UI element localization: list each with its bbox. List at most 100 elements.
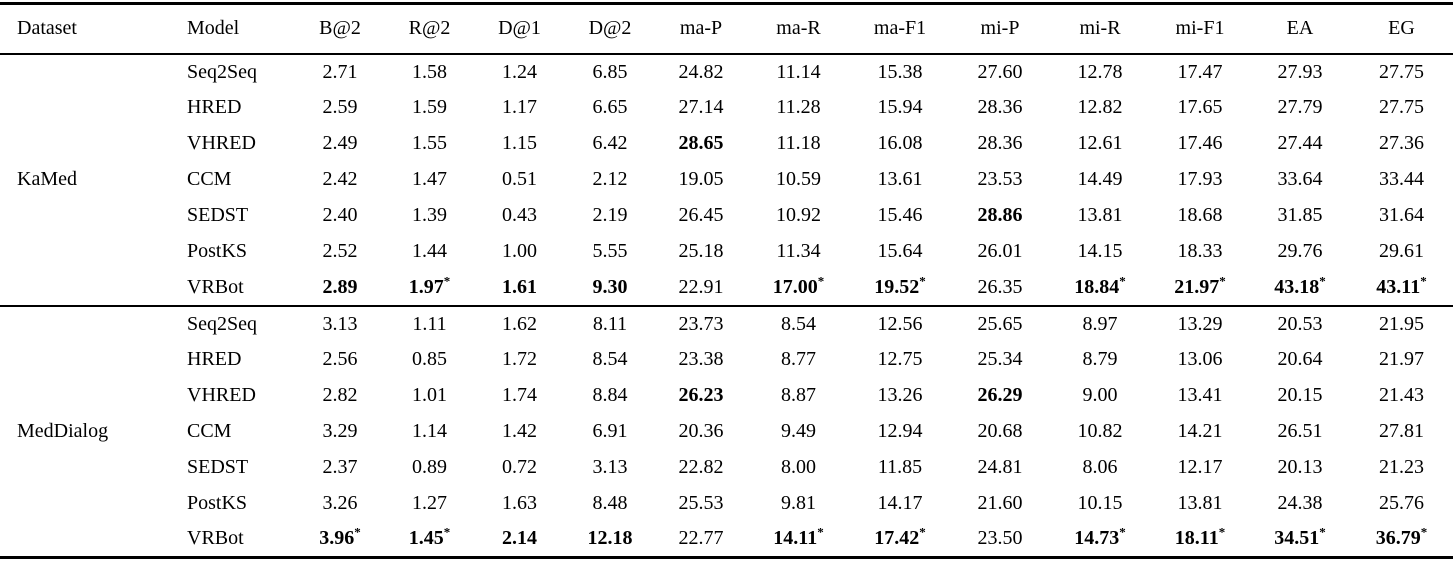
metric-cell: 27.93 [1277, 60, 1323, 83]
metric-cell: 1.44 [412, 240, 447, 262]
table-body: KaMed Seq2Seq 2.71 1.58 1.24 6.85 24.82 11.14 15… [0, 54, 1453, 558]
metric-cell: 26.23 [678, 384, 724, 406]
metric-cell: 27.60 [977, 60, 1023, 83]
metric-cell: 14.15 [1077, 240, 1123, 262]
significance-star: * [919, 272, 926, 288]
metric-cell: 18.84* [1074, 272, 1126, 298]
metric-cell: 20.53 [1250, 304, 1350, 342]
metric-cell: 20.36 [678, 420, 724, 442]
metric-cell: 12.17 [1177, 456, 1223, 478]
table-row: VHRED 2.49 1.55 1.15 6.42 28.65 11.18 16.08 28.3… [0, 126, 1453, 162]
metric-cell: 31.85 [1277, 204, 1323, 226]
metric-cell: 26.51 [1277, 420, 1323, 442]
metric-cell: 21.23 [1379, 456, 1424, 478]
metric-cell: 0.72 [502, 456, 537, 478]
column-header-mi-r: mi-R [1050, 3, 1150, 55]
metric-cell: 22.91 [678, 275, 724, 298]
metric-cell: 8.84 [592, 384, 628, 406]
metric-cell: 24.81 [977, 456, 1023, 478]
metric-cell: 12.78 [1077, 60, 1123, 83]
metric-cell: 21.97* [1174, 272, 1226, 298]
metric-cell: 18.11* [1174, 524, 1226, 550]
metric-cell: 23.73 [655, 304, 747, 342]
header-row: Dataset Model B@2 R@2 D@1 D@2 ma-P ma-R ma-F1 mi-… [0, 3, 1453, 55]
metric-cell: 33.64 [1277, 168, 1323, 190]
metric-cell: 8.97 [1050, 304, 1150, 342]
model-label: PostKS [187, 492, 248, 514]
metric-cell: 1.47 [412, 168, 447, 190]
metric-cell: 13.41 [1177, 384, 1223, 406]
metric-cell: 8.00 [781, 456, 816, 478]
metric-cell: 1.97* [408, 272, 451, 298]
dataset-label: MedDialog [0, 304, 170, 558]
metric-cell: 25.76 [1379, 492, 1424, 514]
column-header-r-2: R@2 [385, 3, 474, 55]
metric-cell: 12.61 [1077, 132, 1123, 154]
metric-cell: 20.13 [1277, 456, 1323, 478]
metric-cell: 29.76 [1277, 240, 1323, 262]
metric-cell: 8.79 [1082, 348, 1118, 370]
metric-cell: 13.81 [1177, 492, 1223, 514]
metric-cell: 15.38 [877, 60, 923, 83]
metric-cell: 17.00* [772, 272, 825, 298]
significance-star: * [1420, 272, 1427, 288]
significance-star: * [1319, 272, 1326, 288]
metric-cell: 6.42 [592, 132, 628, 154]
metric-cell: 8.06 [1082, 456, 1118, 478]
metric-cell: 2.37 [322, 456, 358, 478]
table-row: HRED 2.59 1.59 1.17 6.65 27.14 11.28 15.94 28.36… [0, 90, 1453, 126]
metric-cell: 6.85 [592, 60, 628, 83]
metric-cell: 1.00 [502, 240, 537, 262]
metric-cell: 6.91 [592, 420, 628, 442]
metric-cell: 2.49 [322, 132, 358, 154]
metric-cell: 23.38 [678, 348, 724, 370]
metric-cell: 1.59 [412, 96, 447, 118]
model-label: VHRED [187, 384, 256, 406]
metric-cell: 43.18* [1274, 272, 1326, 298]
metric-cell: 0.51 [502, 168, 537, 190]
metric-cell: 34.51* [1274, 524, 1326, 550]
metric-cell: 14.21 [1177, 420, 1223, 442]
metric-cell: 5.55 [592, 240, 628, 262]
metric-cell: 16.08 [877, 132, 923, 154]
metric-cell: 1.15 [502, 132, 537, 154]
metric-cell: 1.45* [408, 524, 451, 550]
metric-cell: 26.29 [977, 384, 1023, 406]
metric-cell: 28.86 [977, 204, 1023, 226]
metric-cell: 1.62 [474, 304, 565, 342]
metric-cell: 1.11 [385, 304, 474, 342]
metric-cell: 10.59 [776, 168, 821, 190]
metric-cell: 1.61 [502, 275, 537, 298]
metric-cell: 2.89 [322, 275, 358, 298]
table-row: CCM 2.42 1.47 0.51 2.12 19.05 10.59 13.61 23.53 1… [0, 162, 1453, 198]
metric-cell: 14.73* [1074, 524, 1126, 550]
metric-cell: 17.46 [1177, 132, 1223, 154]
significance-star: * [1218, 524, 1226, 540]
metric-cell: 21.60 [977, 492, 1023, 514]
table-row: VRBot 3.96* 1.45* 2.14 12.18 22.77 14.11* 17.42… [0, 522, 1453, 558]
metric-cell: 1.63 [502, 492, 537, 514]
metric-cell: 25.65 [950, 304, 1050, 342]
metric-cell: 28.36 [977, 132, 1023, 154]
metric-cell: 2.82 [322, 384, 358, 406]
metric-cell: 19.05 [678, 168, 724, 190]
metric-cell: 15.46 [877, 204, 923, 226]
metric-cell: 11.18 [776, 132, 821, 154]
dataset-label: KaMed [17, 168, 77, 190]
metric-cell: 17.47 [1177, 60, 1223, 83]
column-header-eg: EG [1350, 3, 1453, 55]
metric-cell: 3.96* [319, 524, 361, 550]
metric-cell: 10.92 [776, 204, 821, 226]
metric-cell: 15.94 [877, 96, 923, 118]
metric-cell: 3.13 [295, 304, 385, 342]
metric-cell: 12.94 [877, 420, 923, 442]
metric-cell: 8.54 [747, 304, 850, 342]
metric-cell: 13.29 [1150, 304, 1250, 342]
metric-cell: 0.85 [412, 348, 447, 370]
table-row: VRBot 2.89 1.97* 1.61 9.30 22.91 17.00* 19.52* 2… [0, 270, 1453, 306]
metric-cell: 25.34 [977, 348, 1023, 370]
table-row: MedDialog Seq2Seq 3.13 1.11 1.62 8.11 23.73 8.5… [0, 304, 1453, 558]
table-row: SEDST 2.40 1.39 0.43 2.19 26.45 10.92 15.46 28.8… [0, 198, 1453, 234]
significance-star: * [443, 272, 451, 288]
metric-cell: 43.11* [1376, 272, 1427, 298]
